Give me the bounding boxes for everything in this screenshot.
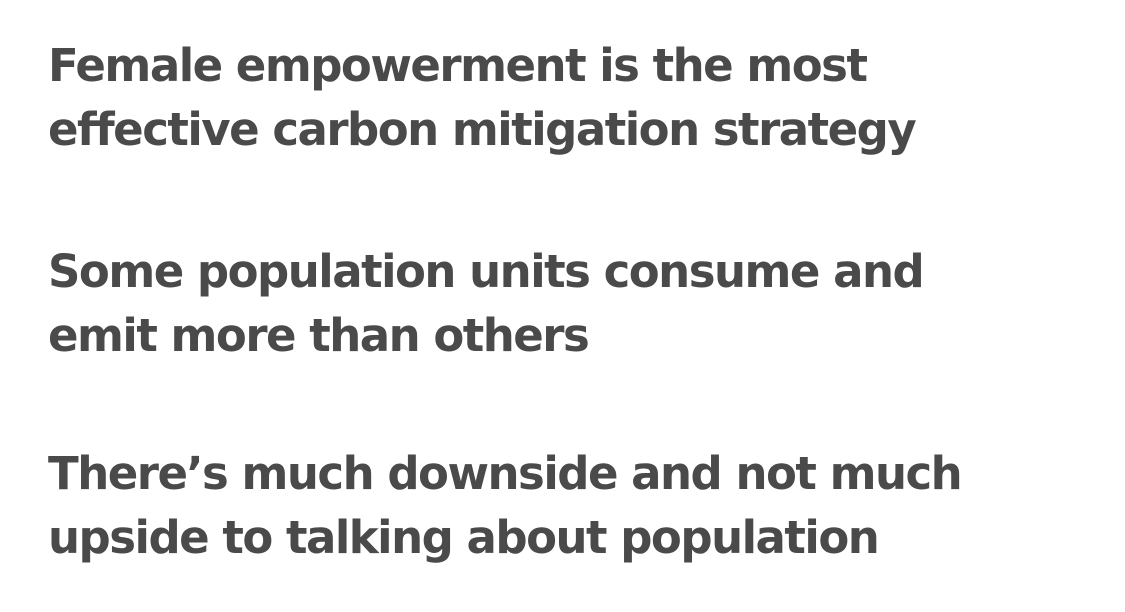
- heading-line: There’s much downside and not much: [48, 447, 963, 500]
- heading-downside-upside: There’s much downside and not much upsid…: [48, 442, 1108, 570]
- heading-line: effective carbon mitigation strategy: [48, 103, 917, 156]
- heading-line: emit more than others: [48, 309, 590, 362]
- heading-line: Some population units consume and: [48, 245, 925, 298]
- heading-population-units: Some population units consume and emit m…: [48, 240, 1108, 368]
- heading-line: Female empowerment is the most: [48, 39, 868, 92]
- heading-line: upside to talking about population: [48, 511, 880, 564]
- heading-female-empowerment: Female empowerment is the most effective…: [48, 34, 1108, 162]
